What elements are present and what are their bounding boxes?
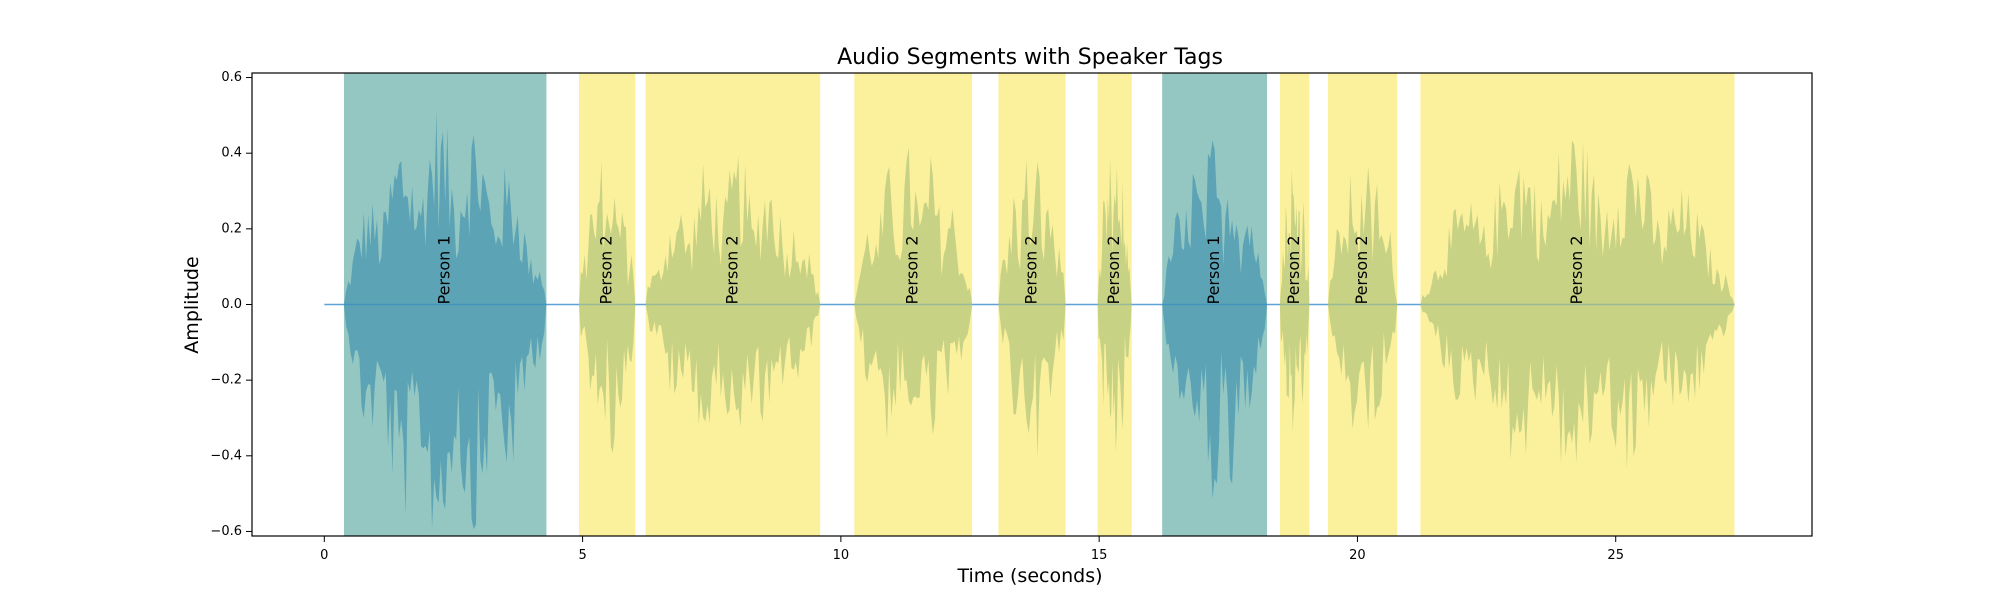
x-tick-label: 25: [1607, 548, 1624, 563]
segment-label-person-2: Person 2: [903, 235, 922, 304]
y-axis-ticks: −0.6 −0.4 −0.2 0.0 0.2 0.4 0.6: [210, 70, 252, 539]
segment-label-person-2: Person 2: [1567, 235, 1586, 304]
x-axis-ticks: 0 5 10 15 20 25: [320, 536, 1624, 563]
y-tick-label: 0.4: [221, 146, 242, 161]
waveform-segment: [645, 155, 821, 427]
waveform-layer: [324, 110, 1735, 530]
segment-label-person-1: Person 1: [435, 235, 454, 304]
segment-labels-layer: Person 1 Person 2 Person 2 Person 2 Person 2…: [435, 235, 1586, 304]
waveform-segment: [1420, 140, 1735, 470]
waveform-segment: [1162, 140, 1267, 500]
segment-label-person-2: Person 2: [597, 235, 616, 304]
x-tick-label: 15: [1091, 548, 1108, 563]
segment-label-person-1: Person 1: [1204, 235, 1223, 304]
segment-label-person-2: Person 2: [1022, 235, 1041, 304]
x-tick-label: 5: [578, 548, 586, 563]
waveform-segment: [854, 147, 973, 440]
x-axis-label: Time (seconds): [956, 565, 1102, 587]
waveform-segment: [579, 161, 636, 453]
y-tick-label: 0.6: [221, 70, 242, 85]
waveform-segment: [1328, 166, 1398, 429]
waveform-segment: [1279, 169, 1310, 432]
x-tick-label: 10: [833, 548, 850, 563]
y-axis-label: Amplitude: [181, 256, 203, 353]
y-tick-label: −0.2: [210, 373, 242, 388]
segment-label-person-2: Person 2: [1104, 235, 1123, 304]
segment-label-person-2: Person 2: [722, 235, 741, 304]
waveform-segment: [1097, 159, 1132, 452]
x-tick-label: 0: [320, 548, 328, 563]
segment-label-person-2: Person 2: [1284, 235, 1303, 304]
waveform-segment: [998, 160, 1066, 458]
y-tick-label: 0.0: [221, 297, 242, 312]
y-tick-label: 0.2: [221, 221, 242, 236]
chart-title: Audio Segments with Speaker Tags: [837, 45, 1223, 70]
x-tick-label: 20: [1349, 548, 1366, 563]
y-tick-label: −0.6: [210, 524, 242, 539]
waveform-segment: [343, 110, 547, 530]
y-tick-label: −0.4: [210, 448, 242, 463]
segment-label-person-2: Person 2: [1352, 235, 1371, 304]
